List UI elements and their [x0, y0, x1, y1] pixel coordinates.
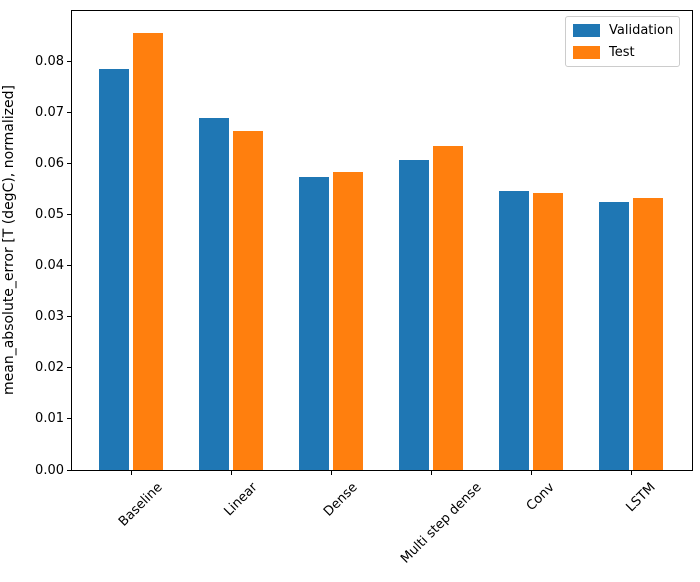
y-tick-label: 0.06	[35, 155, 64, 171]
y-tick-label: 0.00	[35, 462, 64, 478]
bar-test-conv	[533, 192, 563, 470]
y-tick-mark	[67, 111, 71, 113]
x-tick-mark	[430, 471, 432, 475]
y-tick-label: 0.04	[35, 258, 64, 273]
legend: Validation Test	[565, 16, 680, 67]
bar-validation-baseline	[99, 68, 129, 470]
x-tick-label-baseline: Baseline	[116, 480, 166, 530]
x-tick-label-conv: Conv	[523, 480, 558, 514]
x-tick-label-multi-step-dense: Multi step dense	[397, 480, 485, 567]
y-axis-label: mean_absolute_error [T (degC), normalize…	[1, 85, 17, 395]
x-tick-label-linear: Linear	[221, 480, 261, 520]
test-color-swatch	[573, 46, 600, 59]
y-tick-label: 0.05	[35, 206, 64, 222]
bar-test-lstm	[633, 197, 663, 470]
x-tick-mark	[530, 471, 532, 475]
legend-label-test: Test	[609, 45, 635, 60]
legend-label-validation: Validation	[609, 23, 674, 38]
legend-entry-validation: Validation	[573, 23, 674, 38]
x-tick-label-lstm: LSTM	[623, 480, 659, 516]
y-tick-mark	[67, 367, 71, 369]
y-tick-label: 0.03	[35, 309, 64, 325]
y-tick-label: 0.02	[35, 360, 64, 376]
y-tick-label: 0.07	[35, 104, 64, 120]
plot-area	[71, 10, 693, 471]
x-tick-label-dense: Dense	[321, 480, 361, 520]
x-tick-mark	[630, 471, 632, 475]
bar-validation-lstm	[599, 202, 629, 470]
y-tick-label: 0.01	[35, 411, 64, 427]
bar-validation-linear	[199, 118, 229, 470]
bars-layer	[72, 11, 692, 470]
y-tick-mark	[67, 265, 71, 266]
bar-validation-dense	[299, 177, 329, 470]
bar-validation-multi-step-dense	[399, 159, 429, 470]
bar-test-baseline	[133, 33, 163, 470]
y-tick-mark	[67, 213, 71, 215]
y-tick-mark	[67, 469, 71, 471]
y-tick-label: 0.08	[35, 53, 64, 69]
validation-color-swatch	[573, 24, 600, 37]
bar-test-dense	[333, 171, 363, 470]
x-tick-mark	[130, 471, 132, 475]
bar-test-linear	[233, 130, 263, 470]
x-tick-mark	[330, 471, 332, 475]
bar-validation-conv	[499, 190, 529, 470]
legend-entry-test: Test	[573, 45, 671, 60]
bar-test-multi-step-dense	[433, 145, 463, 470]
y-tick-mark	[67, 162, 71, 164]
y-tick-mark	[67, 60, 71, 62]
y-tick-mark	[67, 316, 71, 318]
y-tick-mark	[67, 418, 71, 420]
x-tick-mark	[230, 471, 232, 475]
